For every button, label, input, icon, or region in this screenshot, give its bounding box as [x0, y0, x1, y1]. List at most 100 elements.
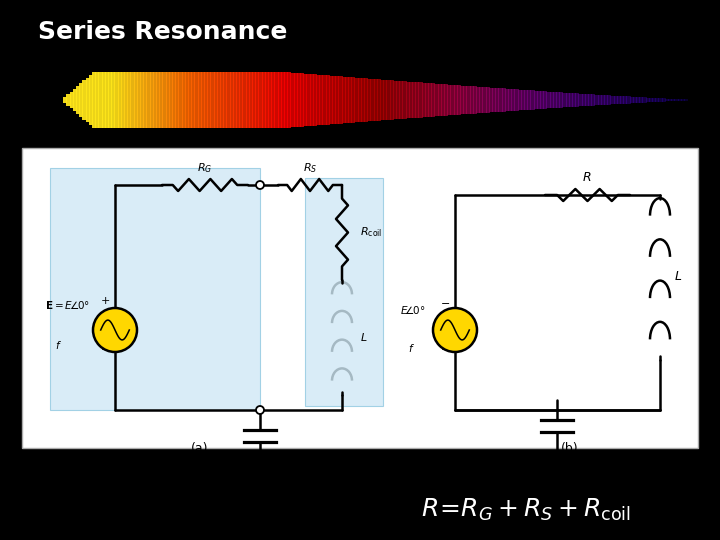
Bar	[639, 97, 644, 103]
Bar	[600, 95, 605, 105]
Bar	[194, 72, 199, 128]
Bar	[159, 72, 163, 128]
Bar	[79, 83, 84, 117]
Bar	[166, 72, 170, 128]
Circle shape	[256, 181, 264, 189]
Bar	[524, 90, 528, 110]
Bar	[233, 72, 237, 128]
Text: $R$: $R$	[582, 171, 592, 184]
Bar	[454, 85, 458, 115]
Bar	[595, 94, 598, 105]
Bar	[469, 86, 474, 114]
Bar	[290, 72, 294, 127]
Bar	[367, 79, 372, 122]
Bar	[192, 72, 195, 128]
Bar	[480, 87, 483, 113]
Bar	[613, 96, 618, 104]
Text: $L$: $L$	[674, 271, 683, 284]
Bar	[549, 92, 554, 108]
Circle shape	[256, 406, 264, 414]
Bar	[278, 72, 282, 128]
Bar	[633, 97, 637, 103]
Bar	[181, 72, 186, 128]
Bar	[364, 78, 368, 122]
Bar	[134, 72, 138, 128]
Bar	[89, 75, 93, 125]
Bar	[300, 73, 304, 127]
Bar	[223, 72, 228, 128]
Bar	[572, 93, 576, 107]
Bar	[393, 80, 397, 119]
Bar	[467, 86, 471, 114]
Bar	[354, 78, 359, 123]
Bar	[146, 72, 150, 128]
Bar	[370, 79, 374, 121]
Bar	[22, 148, 698, 448]
Bar	[271, 72, 276, 128]
Bar	[380, 79, 384, 120]
Bar	[460, 85, 464, 114]
Bar	[348, 77, 352, 123]
Bar	[303, 73, 307, 126]
Bar	[105, 72, 109, 128]
Bar	[188, 72, 192, 128]
Bar	[130, 72, 135, 128]
Bar	[441, 84, 445, 116]
Bar	[230, 72, 234, 128]
Text: $C$: $C$	[552, 452, 562, 464]
Bar	[591, 94, 595, 106]
Bar	[99, 72, 103, 128]
Bar	[243, 72, 246, 128]
Bar	[73, 89, 77, 111]
Bar	[624, 96, 627, 104]
Text: $E\!\angle\!0°$: $E\!\angle\!0°$	[400, 304, 426, 316]
Bar	[473, 86, 477, 113]
Bar	[569, 93, 573, 107]
Bar	[261, 72, 266, 128]
Bar	[338, 76, 343, 124]
Bar	[156, 72, 160, 128]
Bar	[168, 72, 173, 128]
Bar	[377, 79, 381, 120]
Bar	[214, 72, 217, 128]
Bar	[582, 94, 586, 106]
Bar	[332, 76, 336, 124]
Bar	[402, 81, 407, 119]
Bar	[658, 98, 662, 102]
Bar	[422, 83, 426, 117]
Bar	[102, 72, 106, 128]
Bar	[287, 72, 292, 128]
Text: $+$: $+$	[100, 294, 110, 306]
Bar	[575, 93, 580, 106]
Text: $L$: $L$	[360, 331, 367, 343]
Bar	[108, 72, 112, 128]
Bar	[578, 93, 582, 106]
Bar	[86, 78, 90, 123]
Bar	[204, 72, 208, 128]
Bar	[399, 81, 403, 119]
Bar	[341, 77, 346, 124]
Bar	[179, 72, 183, 128]
Bar	[351, 77, 356, 123]
Bar	[305, 178, 383, 406]
Bar	[255, 72, 259, 128]
Text: (a): (a)	[192, 442, 209, 455]
Bar	[562, 92, 567, 107]
Bar	[463, 86, 467, 114]
Bar	[197, 72, 202, 128]
Bar	[274, 72, 279, 128]
Bar	[418, 83, 423, 118]
Bar	[537, 91, 541, 109]
Bar	[207, 72, 212, 128]
Bar	[684, 99, 688, 100]
Bar	[319, 75, 323, 125]
Bar	[444, 84, 448, 116]
Bar	[265, 72, 269, 128]
Bar	[137, 72, 141, 128]
Bar	[127, 72, 132, 128]
Bar	[325, 75, 330, 125]
Bar	[82, 80, 86, 119]
Bar	[495, 88, 500, 112]
Bar	[534, 91, 538, 109]
Bar	[239, 72, 243, 128]
